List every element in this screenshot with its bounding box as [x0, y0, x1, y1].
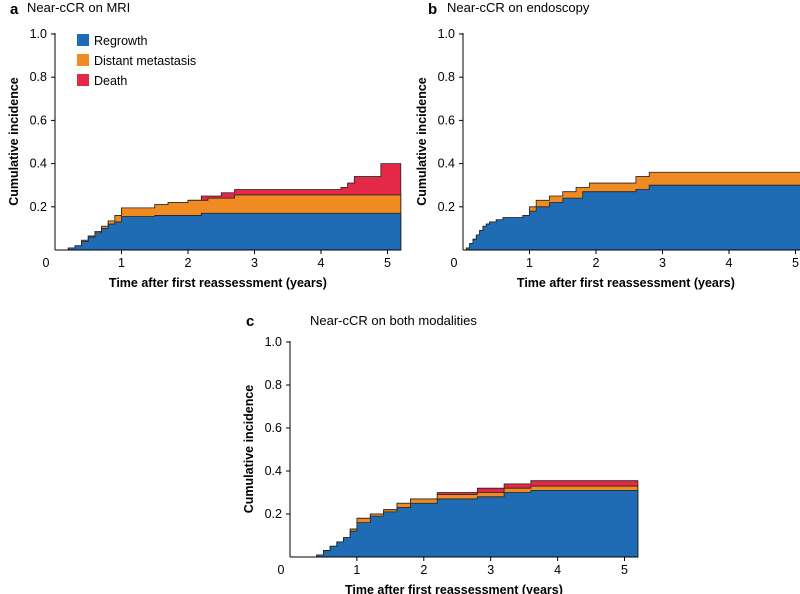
panel-b-ytick-label: 0.4	[438, 157, 455, 171]
panel-c-xtick-label: 2	[420, 563, 427, 577]
legend-label-regrowth: Regrowth	[94, 34, 148, 48]
panel-c-ytick-label: 0.2	[265, 507, 282, 521]
panel-b-xtick-label: 1	[526, 256, 533, 270]
panel-c-series-regrowth	[290, 489, 639, 558]
legend-swatch-death	[77, 74, 89, 86]
panel-a-xtick-label: 2	[185, 256, 192, 270]
panel-b-xtick-label: 0	[451, 256, 458, 270]
panel-a-xtick-label: 1	[118, 256, 125, 270]
panel-a-x-axis-title: Time after first reassessment (years)	[109, 276, 327, 290]
panel-b-xtick-label: 3	[659, 256, 666, 270]
panel-c: c Near-cCR on both modalities 0.20.40.60…	[242, 313, 639, 594]
legend-swatch-regrowth	[77, 34, 89, 46]
panel-c-xtick-label: 3	[487, 563, 494, 577]
panel-c-xtick-label: 0	[278, 563, 285, 577]
panel-a-xtick-label: 0	[43, 256, 50, 270]
panel-b-x-axis-title: Time after first reassessment (years)	[517, 276, 735, 290]
panel-c-ytick-label: 0.4	[265, 464, 282, 478]
panel-c-ytick-label: 1.0	[265, 335, 282, 349]
panel-c-x-axis-title: Time after first reassessment (years)	[345, 583, 563, 594]
panel-b-plot: 0.2 0.4 0.6 0.8 1.0 0 1 2 3 4 5 Time after first re…	[415, 27, 800, 290]
panel-c-ytick-label: 0.8	[265, 378, 282, 392]
panel-c-ytick-label: 0.6	[265, 421, 282, 435]
panel-a-plot: 0.2 0.4 0.6 0.8 1.0 0 1 2 3 4 5 Time after first re…	[7, 27, 402, 290]
panel-b: b Near-cCR on endoscopy 0.20.40.60.81.00…	[415, 0, 800, 290]
panel-a-xtick-label: 3	[251, 256, 258, 270]
panel-a-xtick-label: 4	[318, 256, 325, 270]
panel-a-xtick-label: 5	[384, 256, 391, 270]
panel-a-letter: a	[10, 1, 19, 18]
panel-b-series-regrowth	[463, 184, 800, 251]
panel-a-series-regrowth	[55, 212, 402, 251]
panel-a-title: Near-cCR on MRI	[27, 0, 130, 15]
panel-b-ytick-label: 0.8	[438, 70, 455, 84]
panel-a-ytick-label: 0.8	[30, 70, 47, 84]
panel-a-y-axis-title: Cumulative incidence	[7, 77, 21, 206]
panel-a-ytick-label: 1.0	[30, 27, 47, 41]
panel-b-ytick-label: 0.6	[438, 113, 455, 127]
panel-b-xtick-label: 2	[593, 256, 600, 270]
legend: Regrowth Distant metastasis Death	[77, 34, 196, 88]
panel-a-ytick-label: 0.2	[30, 200, 47, 214]
panel-b-xtick-label: 4	[726, 256, 733, 270]
panel-a-ytick-label: 0.4	[30, 157, 47, 171]
legend-swatch-metastasis	[77, 54, 89, 66]
panel-b-ytick-label: 1.0	[438, 27, 455, 41]
panel-b-y-axis-title: Cumulative incidence	[415, 77, 429, 206]
panel-c-xtick-label: 5	[621, 563, 628, 577]
panel-a-ytick-label: 0.6	[30, 113, 47, 127]
legend-label-metastasis: Distant metastasis	[94, 54, 196, 68]
panel-b-ytick-label: 0.2	[438, 200, 455, 214]
panel-c-plot: 0.2 0.4 0.6 0.8 1.0 0 1 2 3 4 5 Time after first re…	[242, 335, 639, 594]
panel-b-xtick-label: 5	[792, 256, 799, 270]
panel-b-title: Near-cCR on endoscopy	[447, 0, 590, 15]
panel-a: a Near-cCR on MRI 0.2 0.4 0.6 0.8 1.0 0 1 2 3 4 5 T…	[7, 0, 402, 290]
panel-b-letter: b	[428, 1, 437, 18]
panel-c-title: Near-cCR on both modalities	[310, 313, 477, 328]
panel-c-y-axis-title: Cumulative incidence	[242, 385, 256, 514]
panel-c-letter: c	[246, 313, 254, 330]
legend-label-death: Death	[94, 74, 127, 88]
panel-c-xtick-label: 1	[353, 563, 360, 577]
panel-c-xtick-label: 4	[554, 563, 561, 577]
